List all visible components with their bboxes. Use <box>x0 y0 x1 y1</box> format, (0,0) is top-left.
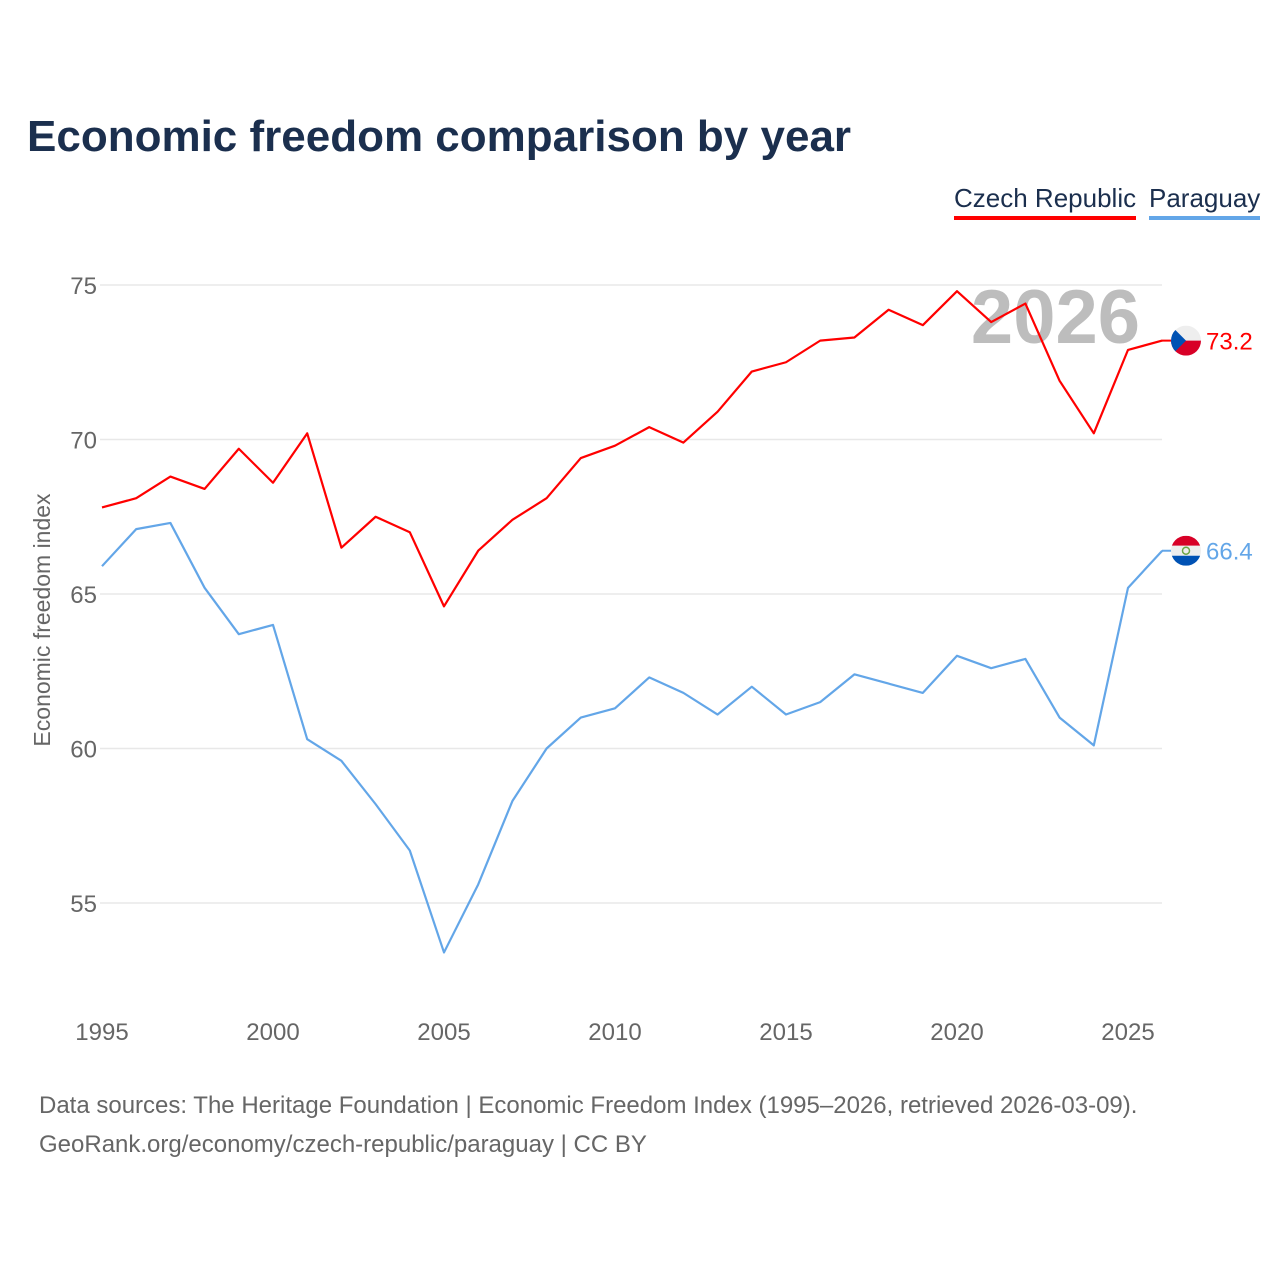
x-tick-label: 2010 <box>588 1019 641 1046</box>
x-tick-label: 2015 <box>759 1019 812 1046</box>
y-tick-label: 55 <box>70 891 97 918</box>
chart-title: Economic freedom comparison by year <box>27 112 852 161</box>
legend-czech-republic[interactable]: Czech Republic <box>954 183 1137 220</box>
footer: Data sources: The Heritage Foundation | … <box>39 1086 1137 1164</box>
y-tick-label: 70 <box>70 428 97 455</box>
source-url-text: GeoRank.org/economy/czech-republic/parag… <box>39 1131 647 1158</box>
x-tick-label: 2005 <box>417 1019 470 1046</box>
x-tick-label: 1995 <box>75 1019 128 1046</box>
y-tick-label: 75 <box>70 273 97 300</box>
y-axis-label: Economic freedom index <box>29 493 55 747</box>
series-line-paraguay <box>101 521 1164 954</box>
x-tick-label: 2025 <box>1101 1019 1154 1046</box>
y-tick-label: 65 <box>70 582 97 609</box>
czech-flag-icon <box>1171 325 1201 356</box>
end-value-label: 73.2 <box>1206 329 1253 356</box>
paraguay-flag-icon <box>1171 535 1201 566</box>
year-watermark: 2026 <box>971 275 1140 360</box>
series-line-czech-republic <box>101 290 1163 608</box>
x-tick-label: 2020 <box>930 1019 983 1046</box>
legend-paraguay[interactable]: Paraguay <box>1149 183 1261 220</box>
data-source-text: Data sources: The Heritage Foundation | … <box>39 1092 1138 1119</box>
end-value-label: 66.4 <box>1206 539 1253 566</box>
y-tick-label: 60 <box>70 737 97 764</box>
x-tick-label: 2000 <box>246 1019 299 1046</box>
